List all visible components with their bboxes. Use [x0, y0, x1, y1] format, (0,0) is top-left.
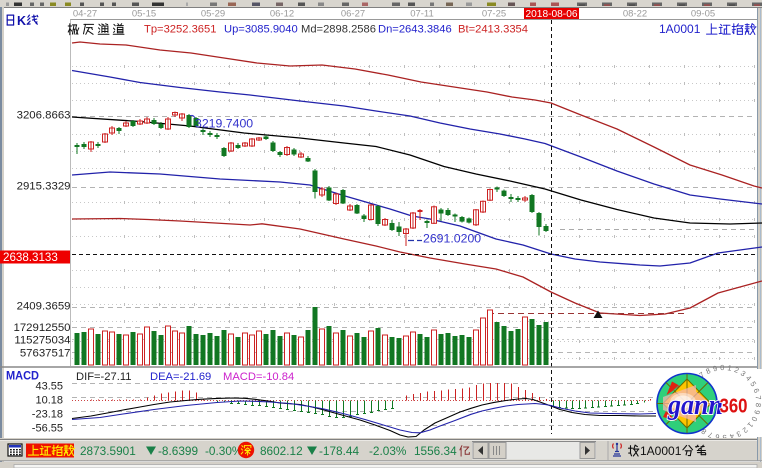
svg-text:08-22: 08-22: [623, 9, 647, 20]
svg-text:2638.3133: 2638.3133: [3, 251, 58, 264]
svg-text:9: 9: [712, 364, 718, 374]
svg-text:-8.6399: -8.6399: [158, 444, 198, 458]
svg-text:MACD: MACD: [6, 371, 39, 383]
svg-text:06-27: 06-27: [341, 9, 365, 20]
svg-text:-56.55: -56.55: [32, 423, 63, 435]
svg-text:07-25: 07-25: [482, 9, 506, 20]
svg-text:6: 6: [751, 387, 761, 394]
svg-text:MACD=-10.84: MACD=-10.84: [223, 371, 294, 383]
svg-text:3219.7400: 3219.7400: [195, 117, 253, 131]
svg-text:5: 5: [748, 380, 758, 388]
svg-text:2409.3659: 2409.3659: [17, 301, 71, 313]
svg-text:2: 2: [741, 425, 750, 435]
svg-text:8: 8: [754, 403, 762, 408]
svg-text:05-15: 05-15: [132, 9, 156, 20]
svg-text:1: 1: [746, 420, 756, 429]
svg-text:Dn=2643.3846: Dn=2643.3846: [378, 24, 452, 36]
svg-text:Up=3085.9040: Up=3085.9040: [224, 24, 298, 36]
svg-text:5: 5: [722, 433, 726, 442]
svg-text:DEA=-21.69: DEA=-21.69: [150, 371, 211, 383]
svg-text:3: 3: [735, 429, 743, 439]
svg-text:0: 0: [720, 363, 724, 372]
svg-text:4: 4: [744, 374, 753, 383]
svg-text:Md=2898.2586: Md=2898.2586: [301, 24, 376, 36]
svg-text:9: 9: [752, 409, 762, 415]
svg-text:-23.18: -23.18: [32, 409, 63, 421]
svg-text:3206.8663: 3206.8663: [17, 110, 71, 122]
svg-text:3: 3: [739, 369, 747, 379]
svg-text:DIF=-27.11: DIF=-27.11: [76, 371, 131, 383]
svg-text:gann: gann: [667, 389, 723, 421]
svg-text:2915.3329: 2915.3329: [17, 181, 71, 193]
svg-text:-2.03%: -2.03%: [369, 444, 407, 458]
svg-text:2691.0200: 2691.0200: [423, 232, 481, 246]
svg-text:360: 360: [720, 396, 748, 418]
svg-text:7: 7: [753, 395, 762, 400]
svg-text:Tp=3252.3651: Tp=3252.3651: [144, 24, 216, 36]
svg-text:4: 4: [729, 432, 735, 442]
svg-text:09-05: 09-05: [691, 9, 715, 20]
svg-text:43.55: 43.55: [35, 381, 63, 393]
svg-text:115275034: 115275034: [14, 335, 70, 347]
svg-text:05-29: 05-29: [201, 9, 225, 20]
svg-text:Bt=2413.3354: Bt=2413.3354: [458, 24, 528, 36]
svg-text:1A0001: 1A0001: [640, 444, 682, 458]
svg-text:-0.30%: -0.30%: [205, 444, 243, 458]
svg-text:7: 7: [697, 370, 706, 380]
svg-text:8: 8: [704, 366, 712, 376]
svg-text:172912550: 172912550: [13, 322, 70, 334]
svg-text:06-12: 06-12: [270, 9, 294, 20]
svg-text:6: 6: [715, 432, 721, 442]
svg-text:1556.34: 1556.34: [414, 444, 457, 458]
svg-text:7: 7: [707, 430, 714, 440]
svg-text:10.18: 10.18: [35, 395, 63, 407]
svg-text:2018-08-06: 2018-08-06: [526, 9, 578, 20]
svg-text:2: 2: [733, 365, 740, 375]
svg-text:07-11: 07-11: [410, 9, 434, 20]
svg-text:8: 8: [700, 427, 708, 437]
svg-text:0: 0: [749, 415, 759, 423]
svg-text:1: 1: [727, 363, 733, 373]
svg-text:57637517: 57637517: [20, 348, 71, 360]
svg-text:-178.44: -178.44: [319, 444, 359, 458]
svg-text:2873.5901: 2873.5901: [80, 444, 136, 458]
svg-text:K: K: [17, 14, 26, 28]
svg-text:04-27: 04-27: [73, 9, 97, 20]
svg-text:1A0001: 1A0001: [659, 22, 701, 36]
svg-text:8602.12: 8602.12: [260, 444, 303, 458]
